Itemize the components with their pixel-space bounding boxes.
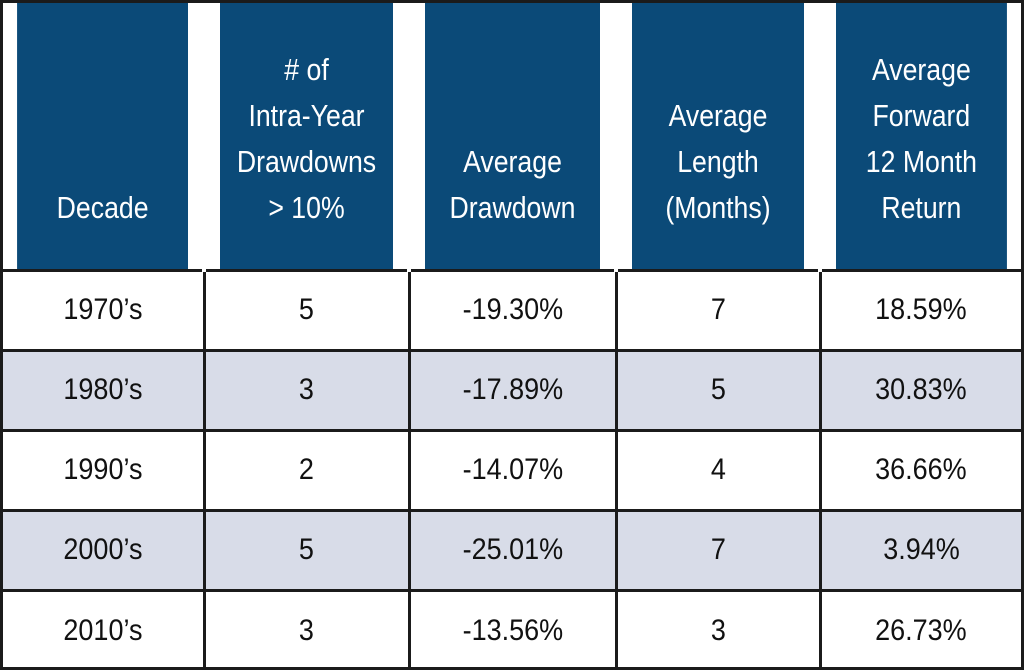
cell-text: -14.07% — [462, 453, 563, 486]
header-row: Decade # of Intra-Year Drawdowns > 10% A… — [3, 3, 1021, 270]
cell-text: -25.01% — [462, 533, 563, 566]
header-average-length: Average Length (Months) — [628, 3, 806, 270]
cell-drawdown-count: 5 — [202, 508, 409, 590]
cell-drawdown-count: 3 — [202, 348, 409, 430]
cell-average-drawdown: -25.01% — [407, 508, 616, 590]
header-forward-return: Average Forward 12 Month Return — [832, 3, 1007, 270]
drawdown-table: Decade # of Intra-Year Drawdowns > 10% A… — [3, 3, 1021, 667]
cell-decade: 2010’s — [3, 588, 204, 667]
cell-forward-return: 30.83% — [818, 348, 1021, 430]
table-row: 2010’s 3 -13.56% 3 26.73% — [3, 588, 1021, 667]
cell-average-drawdown: -13.56% — [407, 588, 616, 667]
cell-decade: 1980’s — [3, 348, 204, 430]
cell-forward-return: 18.59% — [818, 268, 1021, 350]
cell-forward-return: 26.73% — [818, 588, 1021, 667]
header-drawdown-count: # of Intra-Year Drawdowns > 10% — [216, 3, 395, 270]
cell-text: 7 — [710, 293, 726, 326]
table-row: 1990’s 2 -14.07% 4 36.66% — [3, 428, 1021, 510]
cell-text: 18.59% — [875, 293, 968, 326]
cell-text: -19.30% — [462, 293, 563, 326]
cell-text: 1980’s — [63, 373, 143, 406]
cell-average-drawdown: -14.07% — [407, 428, 616, 510]
cell-text: 3 — [710, 613, 726, 647]
cell-forward-return: 36.66% — [818, 428, 1021, 510]
cell-average-length: 7 — [614, 268, 820, 350]
cell-text: 2000’s — [63, 533, 143, 566]
cell-text: 3.94% — [882, 533, 960, 566]
cell-text: 2010’s — [63, 613, 143, 647]
header-average-drawdown: Average Drawdown — [421, 3, 602, 270]
cell-text: 30.83% — [875, 373, 968, 406]
cell-text: 5 — [710, 373, 726, 406]
cell-average-drawdown: -19.30% — [407, 268, 616, 350]
cell-text: 4 — [710, 453, 726, 486]
cell-drawdown-count: 3 — [202, 588, 409, 667]
cell-average-length: 5 — [614, 348, 820, 430]
cell-text: 5 — [298, 293, 315, 326]
cell-text: 1970’s — [63, 293, 143, 326]
cell-text: 26.73% — [875, 613, 968, 647]
table-row: 2000’s 5 -25.01% 7 3.94% — [3, 508, 1021, 590]
cell-decade: 2000’s — [3, 508, 204, 590]
cell-text: 1990’s — [63, 453, 143, 486]
cell-text: 5 — [298, 533, 315, 566]
cell-average-length: 4 — [614, 428, 820, 510]
cell-drawdown-count: 2 — [202, 428, 409, 510]
cell-average-drawdown: -17.89% — [407, 348, 616, 430]
cell-text: -17.89% — [462, 373, 563, 406]
cell-text: 3 — [298, 373, 315, 406]
cell-text: 36.66% — [875, 453, 968, 486]
table-row: 1980’s 3 -17.89% 5 30.83% — [3, 348, 1021, 430]
cell-decade: 1970’s — [3, 268, 204, 350]
cell-text: 2 — [298, 453, 315, 486]
cell-drawdown-count: 5 — [202, 268, 409, 350]
cell-average-length: 3 — [614, 588, 820, 667]
cell-text: -13.56% — [462, 613, 563, 647]
cell-text: 3 — [298, 613, 315, 647]
header-decade: Decade — [17, 3, 190, 270]
cell-average-length: 7 — [614, 508, 820, 590]
cell-forward-return: 3.94% — [818, 508, 1021, 590]
cell-text: 7 — [710, 533, 726, 566]
table-row: 1970’s 5 -19.30% 7 18.59% — [3, 268, 1021, 350]
cell-decade: 1990’s — [3, 428, 204, 510]
